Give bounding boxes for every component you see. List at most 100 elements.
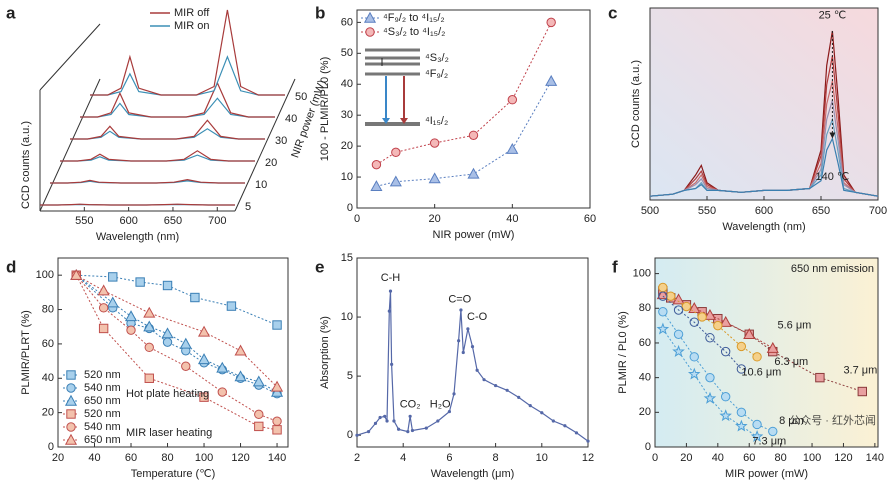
marker <box>447 409 451 414</box>
panel-label: b <box>315 3 325 22</box>
marker <box>98 303 109 313</box>
series-line <box>356 291 589 442</box>
legend-label: 540 nm <box>84 382 121 394</box>
marker <box>540 411 544 415</box>
marker <box>517 395 521 399</box>
spectrum-line <box>40 203 235 206</box>
peak-label: C=O <box>448 293 471 305</box>
marker <box>143 306 156 318</box>
y-tick-label: 60 <box>42 338 54 350</box>
marker <box>64 433 78 445</box>
marker <box>459 308 463 312</box>
x-tick-label: 80 <box>775 452 787 464</box>
marker <box>743 328 756 339</box>
marker <box>385 419 389 423</box>
x-tick-label: 60 <box>743 452 755 464</box>
legend-label: MIR off <box>174 7 210 19</box>
marker <box>752 419 762 430</box>
x-tick-label: 650 <box>164 215 182 227</box>
marker <box>658 282 668 293</box>
marker <box>108 272 118 282</box>
plot-frame <box>356 9 591 209</box>
y-tick-label: 50 <box>341 47 353 59</box>
series-label: 7.3 μm <box>752 436 786 448</box>
depth-axis <box>234 78 296 212</box>
series-line <box>75 274 278 395</box>
marker <box>98 323 109 334</box>
panel-label: d <box>6 257 16 276</box>
plot-background <box>655 258 878 447</box>
x-tick-label: 2 <box>354 452 360 464</box>
x-axis-label: Wavelength (nm) <box>96 231 179 243</box>
y-axis-label: 100 - PLMIR/PL0 (%) <box>319 57 331 162</box>
legend-label: 650 nm <box>84 395 121 407</box>
legend-label: 520 nm <box>84 369 121 381</box>
marker <box>705 333 715 343</box>
x-tick-label: 120 <box>834 452 852 464</box>
legend-group-label: Hot plate heating <box>126 388 209 400</box>
marker <box>66 409 76 419</box>
marker <box>226 301 237 311</box>
marker <box>406 430 410 434</box>
y-tick-label: 40 <box>639 372 651 384</box>
x-tick-label: 20 <box>680 452 692 464</box>
x-tick-label: 6 <box>446 452 452 464</box>
marker <box>673 329 684 339</box>
marker <box>270 380 284 392</box>
x-axis-label: NIR power (mW) <box>433 229 515 241</box>
spectrum-line <box>50 178 245 184</box>
series-line <box>662 295 742 370</box>
marker <box>366 430 371 434</box>
y-axis-label: PLMIR / PL0 (%) <box>617 311 629 394</box>
marker <box>391 147 401 158</box>
marker <box>736 341 747 352</box>
y-tick-label: 40 <box>341 78 353 90</box>
spectrum-line <box>90 9 285 96</box>
peak-label: H₂O <box>430 398 451 410</box>
y-tick-label: 80 <box>42 303 54 315</box>
marker <box>482 378 486 382</box>
marker <box>720 346 731 357</box>
x-tick-label: 550 <box>75 215 93 227</box>
marker <box>470 344 475 349</box>
marker <box>190 292 200 303</box>
marker <box>396 427 401 431</box>
marker <box>197 353 211 365</box>
y-tick-label: 10 <box>341 311 353 323</box>
marker <box>161 327 174 339</box>
x-tick-label: 0 <box>354 213 360 225</box>
level-label: ⁴S₃/₂ <box>425 52 449 64</box>
marker <box>457 339 461 343</box>
x-tick-label: 700 <box>869 205 887 217</box>
back-wall <box>39 23 101 91</box>
y-tick-label: 0 <box>347 202 353 214</box>
marker <box>387 309 391 313</box>
x-tick-label: 20 <box>52 452 64 464</box>
spectrum-line <box>80 97 275 118</box>
series-line <box>376 22 552 166</box>
panel-label: c <box>608 3 617 22</box>
x-tick-label: 20 <box>429 213 441 225</box>
marker <box>144 373 154 383</box>
panel-label: f <box>612 257 618 276</box>
y-tick-label: 15 <box>341 252 353 264</box>
y-tick-label: 10 <box>341 171 353 183</box>
marker <box>370 180 383 192</box>
marker <box>254 421 264 432</box>
panel-title: 650 nm emission <box>791 263 874 275</box>
marker <box>428 172 441 184</box>
x-tick-label: 10 <box>536 452 548 464</box>
marker <box>373 421 378 425</box>
marker <box>719 409 732 422</box>
marker <box>234 370 247 382</box>
marker <box>254 409 264 420</box>
marker <box>466 327 470 331</box>
legend-label: 540 nm <box>84 421 121 433</box>
x-tick-label: 100 <box>195 452 213 464</box>
marker <box>713 320 723 331</box>
marker <box>64 394 78 406</box>
marker <box>705 372 715 383</box>
marker <box>106 296 119 308</box>
x-axis-label: Wavelength (nm) <box>722 221 805 233</box>
plot-frame <box>57 257 289 448</box>
